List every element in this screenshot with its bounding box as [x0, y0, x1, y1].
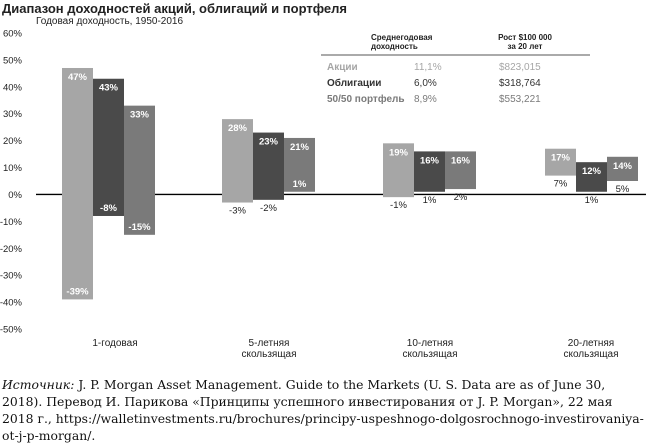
bar-min-label: 1%	[293, 179, 307, 190]
range-bar	[607, 156, 638, 181]
chart: -50% -40% -30% -20% -10% 0% 10% 20% 30% 40% 50% 60%…	[0, 29, 646, 360]
category-label: 20-летняя	[568, 338, 614, 349]
category-label: 1-годовая	[92, 338, 137, 349]
bar-max-label: 19%	[389, 147, 409, 158]
y-tick-label: 0%	[8, 190, 22, 201]
y-tick-label: -40%	[0, 298, 23, 309]
range-bar	[576, 162, 607, 192]
legend-row-name: Облигации	[327, 77, 381, 89]
bar-min-label: 7%	[554, 179, 568, 190]
source-label: Источник:	[2, 377, 75, 392]
source-text: J. P. Morgan Asset Management. Guide to …	[2, 377, 644, 443]
y-tick-label: -20%	[0, 244, 23, 255]
bar-min-label: 2%	[454, 192, 468, 203]
legend-header-growth: Рост $100 000	[498, 33, 552, 42]
y-tick-label: 10%	[3, 163, 23, 174]
range-bar	[222, 119, 253, 203]
bar-max-label: 43%	[99, 83, 119, 94]
bar-max-label: 28%	[228, 123, 248, 134]
y-tick-label: -30%	[0, 271, 23, 282]
legend-header-avg: доходность	[371, 42, 418, 51]
legend-header-growth: за 20 лет	[508, 42, 543, 51]
range-bar	[62, 67, 93, 300]
legend-header-avg: Среднегодовая	[371, 33, 433, 42]
range-bar	[284, 137, 315, 192]
bar-min-label: -39%	[66, 286, 89, 297]
range-bar	[253, 132, 284, 200]
legend-row-growth: $553,221	[499, 94, 541, 105]
y-tick-label: -50%	[0, 325, 23, 336]
bar-min-label: -15%	[128, 222, 151, 233]
legend-row-growth: $823,015	[499, 62, 541, 73]
y-tick-label: 20%	[3, 136, 23, 147]
range-bar	[93, 78, 124, 216]
bar-min-label: 1%	[423, 195, 437, 206]
bar-min-label: -2%	[260, 203, 277, 214]
y-tick-label: 50%	[3, 55, 23, 66]
category-label: скользящая	[241, 349, 296, 360]
legend-row-name: 50/50 портфель	[327, 93, 405, 105]
range-bar	[545, 148, 576, 176]
range-bar	[414, 151, 445, 192]
bar-max-label: 21%	[290, 142, 310, 153]
category-label: 10-летняя	[407, 338, 453, 349]
category-label: скользящая	[402, 349, 457, 360]
y-tick-label: -10%	[0, 217, 23, 228]
legend-row-name: Акции	[327, 62, 358, 73]
bar-min-label: -1%	[390, 200, 407, 211]
bar-min-label: -3%	[229, 206, 246, 217]
category-label: 5-летняя	[249, 338, 290, 349]
category-label: скользящая	[563, 349, 618, 360]
legend-row-avg: 6,0%	[414, 78, 437, 89]
y-tick-label: 30%	[3, 109, 23, 120]
y-tick-label: 60%	[3, 29, 23, 40]
bar-max-label: 16%	[451, 155, 471, 166]
bar-max-label: 23%	[259, 137, 279, 148]
bar-max-label: 47%	[68, 72, 88, 83]
bar-min-label: 1%	[585, 195, 599, 206]
range-bar	[445, 151, 476, 190]
bar-max-label: 12%	[582, 166, 602, 177]
legend-row-growth: $318,764	[499, 78, 541, 89]
legend-row-avg: 11,1%	[414, 62, 442, 73]
range-bar	[383, 143, 414, 198]
bar-max-label: 33%	[130, 110, 150, 121]
chart-subtitle: Годовая доходность, 1950-2016	[36, 16, 184, 27]
source-note: Источник: J. P. Morgan Asset Management.…	[2, 376, 647, 444]
bar-max-label: 16%	[420, 155, 440, 166]
bar-max-label: 17%	[551, 153, 571, 164]
bar-min-label: 5%	[616, 184, 630, 195]
y-tick-label: 40%	[3, 82, 23, 93]
chart-title: Диапазон доходностей акций, облигаций и …	[2, 1, 347, 16]
range-bar	[124, 105, 155, 235]
legend-row-avg: 8,9%	[414, 94, 437, 105]
bar-min-label: -8%	[100, 203, 117, 214]
bar-max-label: 14%	[613, 161, 633, 172]
